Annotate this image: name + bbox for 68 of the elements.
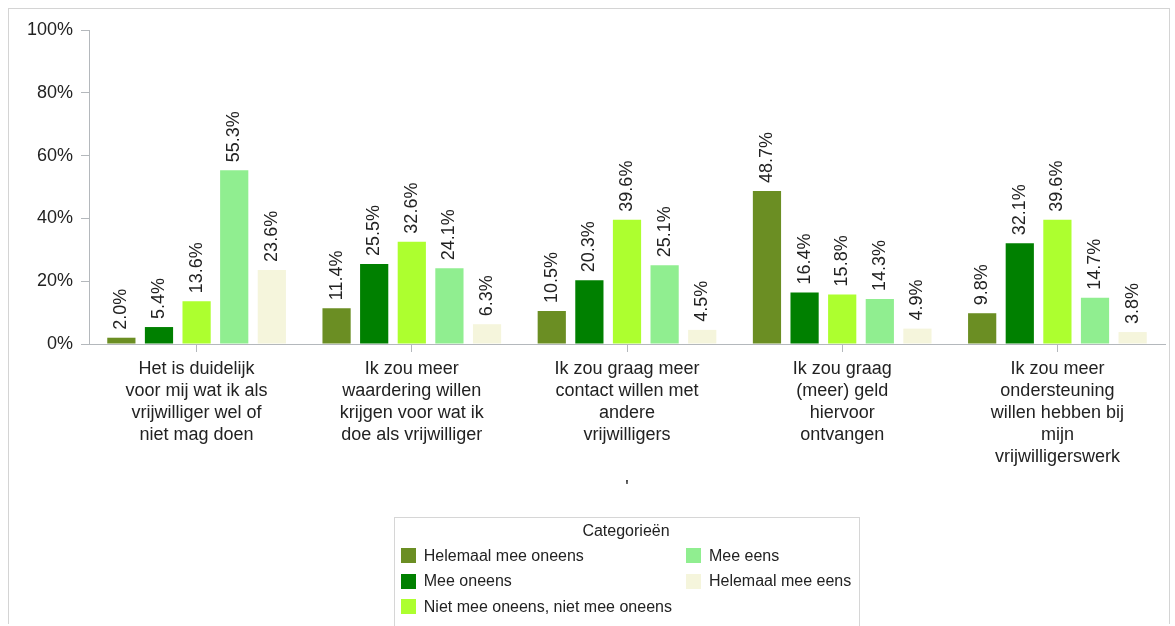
data-label: 2.0% [110, 288, 131, 330]
bar [865, 299, 894, 344]
y-tick-label: 0% [46, 332, 73, 353]
bar [1080, 297, 1110, 344]
bar [575, 280, 604, 344]
data-label: 4.5% [691, 280, 712, 322]
y-tick-label: 20% [36, 270, 73, 291]
data-label: 20.3% [578, 221, 599, 273]
data-label: 14.3% [868, 240, 889, 292]
bar [182, 301, 211, 344]
x-tick-label: Ik zou graag meer contact willen met andere vrijwilligers [554, 357, 700, 444]
bar [397, 241, 426, 344]
y-tick-label: 100% [26, 18, 73, 39]
bar [537, 311, 566, 344]
x-tick-label: Het is duidelijk voor mij wat ik als vrijwilliger wel of niet mag doen [125, 357, 268, 444]
data-label: 13.6% [185, 242, 206, 294]
legend-title: Categorieën [581, 521, 671, 541]
bar [322, 308, 351, 344]
bar [903, 328, 932, 344]
bar [1005, 243, 1034, 344]
data-label: 3.8% [1121, 283, 1142, 325]
data-label: 6.3% [476, 275, 496, 317]
data-label: 5.4% [147, 278, 168, 320]
data-label: 25.1% [653, 206, 674, 258]
data-label: 11.4% [325, 250, 346, 301]
bar [612, 219, 642, 344]
data-label: 48.7% [755, 132, 776, 184]
legend-label: Helemaal mee eens [708, 572, 852, 591]
data-label: 24.1% [438, 209, 459, 261]
bar [650, 265, 679, 344]
bar [968, 313, 997, 344]
data-label: 4.9% [906, 279, 927, 321]
x-tick-label: Ik zou meer ondersteuning willen hebben bij mijn vrijwilligerswerk [989, 357, 1124, 466]
data-label: 32.1% [1008, 184, 1029, 236]
bar [257, 269, 286, 344]
data-label: 32.6% [400, 182, 421, 234]
legend-label: Mee oneens [423, 572, 512, 591]
bar [360, 263, 389, 344]
data-label: 14.7% [1083, 238, 1104, 290]
bar [688, 329, 717, 344]
bar [828, 294, 857, 344]
bar [790, 292, 819, 344]
x-axis-title: ' [625, 477, 629, 498]
data-label: 9.8% [971, 264, 992, 306]
data-label: 16.4% [793, 233, 814, 285]
data-label: 55.3% [223, 111, 244, 163]
data-label: 39.6% [615, 160, 636, 212]
legend-label: Niet mee oneens, niet mee oneens [423, 597, 672, 616]
x-tick-label: Ik zou graag (meer) geld hiervoor ontvangen [792, 357, 892, 444]
data-label: 15.8% [831, 235, 852, 287]
data-label: 25.5% [363, 204, 384, 256]
y-tick-label: 40% [36, 207, 73, 228]
bar [220, 170, 249, 344]
legend-label: Mee eens [708, 546, 780, 565]
bar [144, 327, 174, 344]
bar [1043, 219, 1072, 344]
data-label: 10.5% [540, 251, 561, 304]
legend-label: Helemaal mee oneens [423, 546, 584, 565]
bar [1118, 332, 1147, 344]
y-tick-label: 60% [36, 144, 73, 165]
data-label: 23.6% [260, 210, 281, 262]
x-tick-label: Ik zou meer waardering willen krijgen voor wat ik doe als vrijwilliger [339, 357, 485, 444]
bar [107, 337, 136, 344]
bar [472, 324, 502, 344]
bar [435, 268, 464, 344]
data-label: 39.6% [1046, 160, 1067, 212]
bar [752, 191, 782, 344]
y-tick-label: 80% [36, 81, 73, 102]
